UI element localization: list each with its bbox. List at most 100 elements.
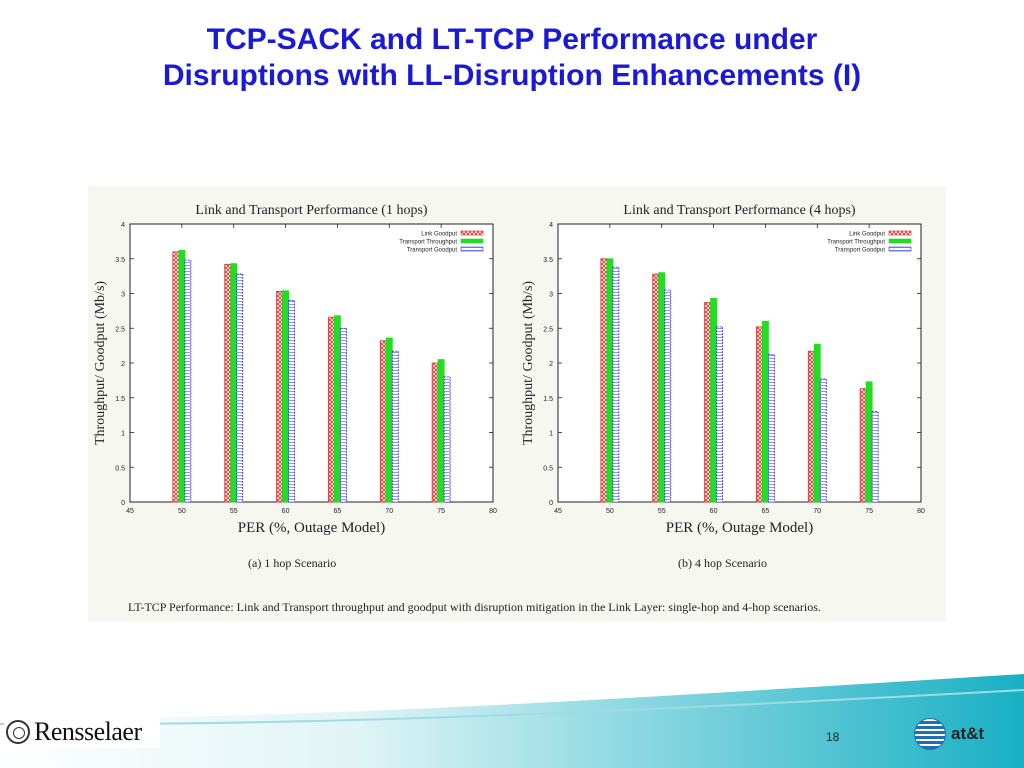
bar-transport-goodput bbox=[768, 354, 775, 503]
y-tick-label: 0.5 bbox=[115, 465, 125, 472]
y-tick-label: 1 bbox=[121, 431, 125, 438]
legend-label: Link Goodput bbox=[849, 232, 885, 238]
y-tick-label: 4 bbox=[549, 222, 553, 229]
legend-swatch bbox=[460, 238, 484, 244]
bar-link-goodput bbox=[276, 291, 283, 503]
y-tick-label: 2 bbox=[121, 361, 125, 368]
bar-transport-throughput bbox=[282, 290, 289, 503]
y-tick-label: 0.5 bbox=[543, 465, 553, 472]
bar-link-goodput bbox=[600, 258, 608, 503]
bar-transport-goodput bbox=[819, 378, 827, 503]
bar-transport-throughput bbox=[334, 315, 341, 503]
slide-title-line2: Disruptions with LL-Disruption Enhanceme… bbox=[162, 59, 862, 92]
x-tick-label: 70 bbox=[385, 508, 393, 515]
y-tick-label: 3 bbox=[121, 292, 125, 299]
y-tick-label: 2.5 bbox=[543, 326, 553, 333]
bar-transport-throughput bbox=[762, 320, 769, 503]
bar-link-goodput bbox=[379, 340, 387, 503]
footer-wave bbox=[0, 674, 1024, 768]
legend-swatch bbox=[888, 230, 912, 236]
bar-transport-goodput bbox=[288, 300, 295, 503]
y-tick-label: 4 bbox=[121, 222, 125, 229]
bar-transport-throughput bbox=[385, 337, 393, 503]
y-tick-label: 1.5 bbox=[115, 396, 125, 403]
legend-swatch bbox=[460, 230, 484, 236]
bar-link-goodput bbox=[704, 302, 711, 503]
legend-label: Transport Throughput bbox=[399, 240, 457, 246]
x-tick-label: 80 bbox=[917, 508, 925, 515]
bar-transport-throughput bbox=[606, 258, 614, 503]
y-tick-label: 0 bbox=[549, 500, 553, 507]
y-tick-label: 3 bbox=[549, 292, 553, 299]
y-tick-label: 3.5 bbox=[543, 257, 553, 264]
bar-transport-throughput bbox=[710, 297, 717, 503]
y-tick-label: 3.5 bbox=[115, 257, 125, 264]
figure-caption: LT-TCP Performance: Link and Transport t… bbox=[128, 600, 821, 614]
bar-transport-goodput bbox=[871, 411, 879, 503]
chart-1hop: Link and Transport Performance (1 hops) 0… bbox=[93, 203, 497, 536]
y-axis-label: Throughput/ Goodput (Mb/s) bbox=[93, 281, 108, 445]
slide-title-line1: TCP-SACK and LT-TCP Performance under bbox=[206, 23, 818, 56]
x-tick-label: 55 bbox=[658, 508, 666, 515]
bar-transport-goodput bbox=[664, 289, 672, 503]
bar-transport-goodput bbox=[236, 273, 244, 503]
bar-link-goodput bbox=[431, 362, 439, 503]
bar-transport-throughput bbox=[865, 381, 873, 503]
bar-transport-throughput bbox=[658, 272, 666, 503]
rensselaer-seal-icon bbox=[6, 720, 30, 744]
bar-transport-goodput bbox=[716, 326, 723, 503]
rensselaer-wordmark: Rensselaer bbox=[34, 717, 142, 746]
subcaption-1hop: (a) 1 hop Scenario bbox=[248, 556, 337, 570]
x-axis-label: PER (%, Outage Model) bbox=[666, 520, 813, 536]
chart-4hop: Link and Transport Performance (4 hops) 0… bbox=[521, 203, 925, 536]
legend-label: Transport Throughput bbox=[827, 240, 885, 246]
chart-title: Link and Transport Performance (4 hops) bbox=[623, 203, 855, 218]
legend-swatch bbox=[460, 246, 484, 252]
legend-swatch bbox=[888, 238, 912, 244]
figure-panel: Link and Transport Performance (1 hops) 0… bbox=[88, 186, 946, 622]
bar-transport-throughput bbox=[437, 359, 445, 503]
att-globe-icon bbox=[914, 718, 946, 750]
x-tick-label: 45 bbox=[126, 508, 134, 515]
x-tick-label: 65 bbox=[334, 508, 342, 515]
x-tick-label: 55 bbox=[230, 508, 238, 515]
x-tick-label: 45 bbox=[554, 508, 562, 515]
page-number: 18 bbox=[826, 730, 840, 744]
x-tick-label: 80 bbox=[489, 508, 497, 515]
x-tick-label: 60 bbox=[282, 508, 290, 515]
y-tick-label: 2.5 bbox=[115, 326, 125, 333]
bar-transport-throughput bbox=[178, 250, 186, 503]
att-logo: at&t bbox=[914, 718, 984, 750]
y-tick-label: 2 bbox=[549, 361, 553, 368]
bar-transport-goodput bbox=[340, 327, 347, 503]
att-wordmark: at&t bbox=[951, 724, 985, 743]
x-tick-label: 70 bbox=[813, 508, 821, 515]
bar-link-goodput bbox=[807, 350, 815, 503]
y-axis-label: Throughput/ Goodput (Mb/s) bbox=[521, 281, 536, 445]
bar-transport-goodput bbox=[184, 259, 192, 503]
bar-transport-throughput bbox=[813, 343, 821, 503]
legend-label: Link Goodput bbox=[421, 232, 457, 238]
x-tick-label: 50 bbox=[606, 508, 614, 515]
bar-link-goodput bbox=[756, 326, 763, 503]
x-tick-label: 50 bbox=[178, 508, 186, 515]
bar-transport-throughput bbox=[230, 263, 238, 503]
x-tick-label: 60 bbox=[710, 508, 718, 515]
bar-transport-goodput bbox=[391, 350, 399, 503]
bar-link-goodput bbox=[859, 388, 867, 503]
y-tick-label: 0 bbox=[121, 500, 125, 507]
rensselaer-logo: Rensselaer bbox=[4, 716, 160, 748]
bar-transport-goodput bbox=[612, 266, 620, 503]
x-tick-label: 75 bbox=[437, 508, 445, 515]
legend-label: Transport Goodput bbox=[835, 248, 885, 254]
bar-link-goodput bbox=[224, 263, 232, 503]
bar-link-goodput bbox=[172, 251, 180, 503]
bar-transport-goodput bbox=[443, 376, 451, 503]
legend-label: Transport Goodput bbox=[407, 248, 457, 254]
subcaption-4hop: (b) 4 hop Scenario bbox=[678, 556, 767, 570]
legend-swatch bbox=[888, 246, 912, 252]
x-tick-label: 65 bbox=[762, 508, 770, 515]
bar-link-goodput bbox=[328, 316, 335, 503]
y-tick-label: 1.5 bbox=[543, 396, 553, 403]
slide-title: TCP-SACK and LT-TCP Performance under Di… bbox=[0, 22, 1024, 94]
